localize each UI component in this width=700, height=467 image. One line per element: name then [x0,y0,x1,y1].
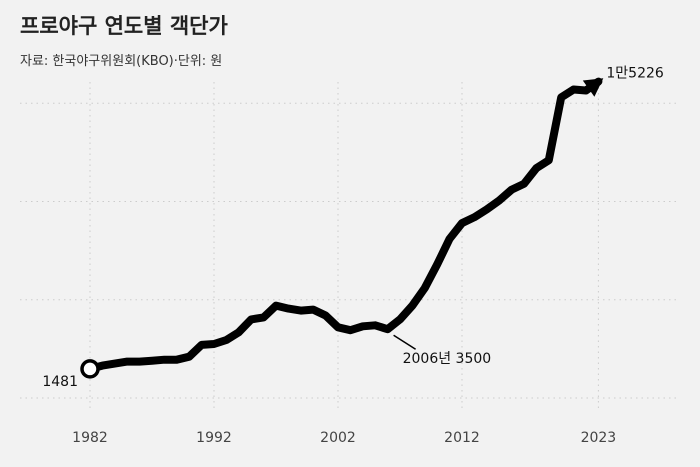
annotation-mid-label: 2006년 3500 [403,351,492,367]
x-tick-label-0: 1982 [72,430,108,446]
annotation-leader-line [393,334,417,350]
x-tick-label-1: 1992 [196,430,232,446]
chart-title: 프로야구 연도별 객단가 [20,14,228,38]
x-tick-label-4: 2023 [581,430,617,446]
annotation-end-label: 1만5226 [606,66,664,82]
end-arrow-marker [582,78,604,97]
x-tick-label-2: 2002 [320,430,356,446]
annotation-start-label: 1481 [42,374,78,390]
x-tick-label-3: 2012 [444,430,480,446]
grid-lines [20,82,680,412]
start-point-marker [80,359,100,379]
x-axis-ticks: 1982 1992 2002 2012 2023 [72,430,616,446]
series-line [86,77,603,373]
chart-subtitle: 자료: 한국야구위원회(KBO)·단위: 원 [20,54,223,69]
